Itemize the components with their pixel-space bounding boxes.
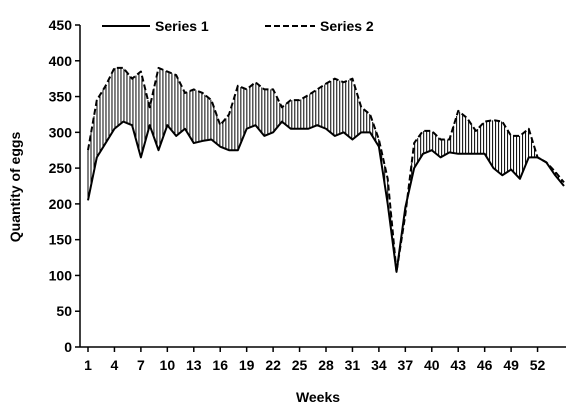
hatch-between-series [87,67,563,252]
series-lines [87,66,565,273]
y-tick-label: 350 [49,89,73,105]
y-tick-label: 50 [56,303,72,319]
legend-label-series-2: Series 2 [320,18,374,34]
x-tick-label: 13 [186,357,202,373]
y-tick-label: 150 [49,232,73,248]
legend: Series 1 Series 2 [102,18,374,34]
x-tick-label: 4 [111,357,119,373]
x-tick-label: 10 [160,357,176,373]
x-axis-title: Weeks [296,389,340,405]
x-tick-label: 28 [318,357,334,373]
x-tick-label: 25 [292,357,308,373]
x-tick-label: 22 [265,357,281,373]
series-1-line [87,120,565,273]
axes [79,25,566,348]
y-tick-label: 100 [49,267,73,283]
y-tick-label: 200 [49,196,73,212]
x-tick-label: 37 [398,357,414,373]
x-tick-label: 7 [137,357,145,373]
x-tick-label: 43 [450,357,466,373]
y-axis-ticks: 0 50 100 150 200 250 300 350 400 450 [49,17,80,355]
x-tick-label: 1 [84,357,92,373]
x-tick-label: 31 [345,357,361,373]
y-tick-label: 300 [49,124,73,140]
x-axis-ticks: 1 4 7 10 13 16 19 22 25 28 31 34 37 40 43 46 49 52 [84,347,546,373]
x-tick-label: 16 [212,357,228,373]
legend-label-series-1: Series 1 [155,18,209,34]
y-tick-label: 250 [49,160,73,176]
y-tick-label: 0 [64,339,72,355]
y-tick-label: 400 [49,53,73,69]
x-tick-label: 46 [477,357,493,373]
y-tick-label: 450 [49,17,73,33]
x-tick-label: 19 [239,357,255,373]
x-tick-label: 52 [530,357,546,373]
series-2-line [87,66,565,273]
x-tick-label: 34 [371,357,387,373]
x-tick-label: 40 [424,357,440,373]
x-tick-label: 49 [503,357,519,373]
y-axis-title: Quantity of eggs [7,132,23,243]
